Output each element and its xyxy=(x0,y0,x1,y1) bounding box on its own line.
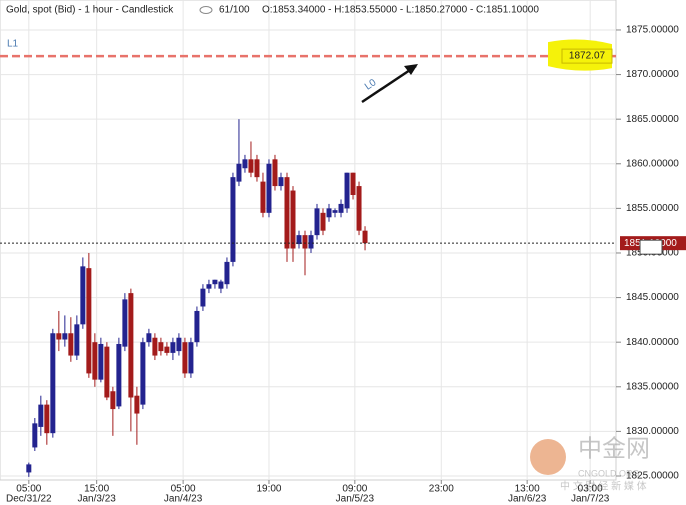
candle-body xyxy=(68,333,74,356)
candle-body xyxy=(362,230,368,244)
candle-body xyxy=(290,190,296,249)
y-tick-label: 1865.00000 xyxy=(626,114,679,125)
candle-body xyxy=(356,186,362,231)
candle-body xyxy=(248,159,254,173)
candle-body xyxy=(152,337,158,356)
counter: 61/100 xyxy=(219,5,250,16)
candle-body xyxy=(254,159,260,178)
y-tick-label: 1875.00000 xyxy=(626,25,679,36)
ohlc-text: O:1853.34000 - H:1853.55000 - L:1850.270… xyxy=(262,5,539,16)
candle-body xyxy=(74,324,80,356)
level-name: L1 xyxy=(7,39,19,50)
y-tick-label: 1825.00000 xyxy=(626,471,679,482)
x-date-label: Jan/7/23 xyxy=(571,494,610,505)
candle-body xyxy=(26,464,32,473)
candle-body xyxy=(62,333,68,340)
candle-body xyxy=(224,261,230,285)
y-tick-label: 1830.00000 xyxy=(626,426,679,437)
candle-body xyxy=(230,177,236,262)
candle-body xyxy=(206,284,212,289)
x-date-label: Jan/4/23 xyxy=(164,494,203,505)
candle-body xyxy=(38,404,44,427)
candle-body xyxy=(50,333,56,434)
candle-body xyxy=(296,235,302,245)
candle-body xyxy=(128,293,134,398)
y-tick-label: 1855.00000 xyxy=(626,203,679,214)
y-tick-label: 1870.00000 xyxy=(626,69,679,80)
candle-body xyxy=(170,342,176,353)
candle-body xyxy=(302,235,308,249)
candle-body xyxy=(110,391,116,410)
y-tick-label: 1840.00000 xyxy=(626,337,679,348)
x-date-label: Dec/31/22 xyxy=(6,494,52,505)
candle-body xyxy=(332,210,338,213)
candle-body xyxy=(284,177,290,249)
candle-body xyxy=(200,288,206,307)
candle-body xyxy=(80,266,86,325)
candle-body xyxy=(146,333,152,343)
candle-body xyxy=(32,423,38,448)
candle-body xyxy=(266,163,272,213)
x-tick-label: 15:00 xyxy=(84,484,109,495)
candle-body xyxy=(104,346,110,398)
candle-body xyxy=(278,177,284,187)
candle-body xyxy=(176,337,182,352)
level-label: 1872.07 xyxy=(569,51,606,62)
x-tick-label: 03:00 xyxy=(578,484,603,495)
candle-body xyxy=(92,342,98,380)
plot-area xyxy=(0,0,617,481)
candle-body xyxy=(182,342,188,374)
x-tick-label: 13:00 xyxy=(515,484,540,495)
candle-body xyxy=(86,268,92,374)
watermark: 中金网 CNGOLD.ORG 中 文 财 经 新 媒 体 xyxy=(530,435,650,493)
candle-body xyxy=(314,208,320,236)
arrow-head xyxy=(404,64,418,75)
candle-body xyxy=(194,310,200,343)
x-date-label: Jan/3/23 xyxy=(77,494,116,505)
candle-body xyxy=(212,279,218,285)
x-tick-label: 19:00 xyxy=(256,484,281,495)
candle-body xyxy=(56,333,62,340)
y-tick-label: 1835.00000 xyxy=(626,381,679,392)
candle-body xyxy=(44,404,50,434)
candle-body xyxy=(236,163,242,182)
candle-body xyxy=(260,181,266,213)
y-tick-label: 1845.00000 xyxy=(626,292,679,303)
candle-body xyxy=(164,346,170,353)
annotation-arrow xyxy=(361,64,417,104)
x-tick-label: 09:00 xyxy=(342,484,367,495)
watermark-logo xyxy=(530,439,566,475)
level-box xyxy=(561,48,613,64)
x-tick-label: 05:00 xyxy=(171,484,196,495)
x-tick-label: 05:00 xyxy=(16,484,41,495)
candle-body xyxy=(338,203,344,213)
candle-body xyxy=(242,159,248,169)
x-tick-label: 23:00 xyxy=(429,484,454,495)
candle-body xyxy=(122,299,128,347)
candle-body xyxy=(116,343,122,407)
candle-body xyxy=(218,281,224,289)
candle-body xyxy=(158,342,164,352)
candle-body xyxy=(308,235,314,249)
watermark-brand: 中金网 xyxy=(578,435,650,462)
candle-body xyxy=(326,208,332,218)
candle-body xyxy=(272,159,278,187)
candle-body xyxy=(134,395,140,414)
watermark-slogan: 中 文 财 经 新 媒 体 xyxy=(560,480,647,493)
price-tool[interactable] xyxy=(639,239,663,255)
candle-body xyxy=(344,172,350,209)
x-date-label: Jan/6/23 xyxy=(508,494,547,505)
candle-body xyxy=(188,342,194,374)
candle-body xyxy=(140,342,146,405)
watermark-site: CNGOLD.ORG xyxy=(578,468,640,478)
chart-title: Gold, spot (Bid) - 1 hour - Candlestick xyxy=(6,5,174,16)
candle-body xyxy=(320,212,326,231)
eye-icon[interactable] xyxy=(199,6,213,14)
candle-body xyxy=(350,172,356,195)
y-tick-label: 1860.00000 xyxy=(626,158,679,169)
x-date-label: Jan/5/23 xyxy=(336,494,375,505)
candle-body xyxy=(98,343,104,380)
